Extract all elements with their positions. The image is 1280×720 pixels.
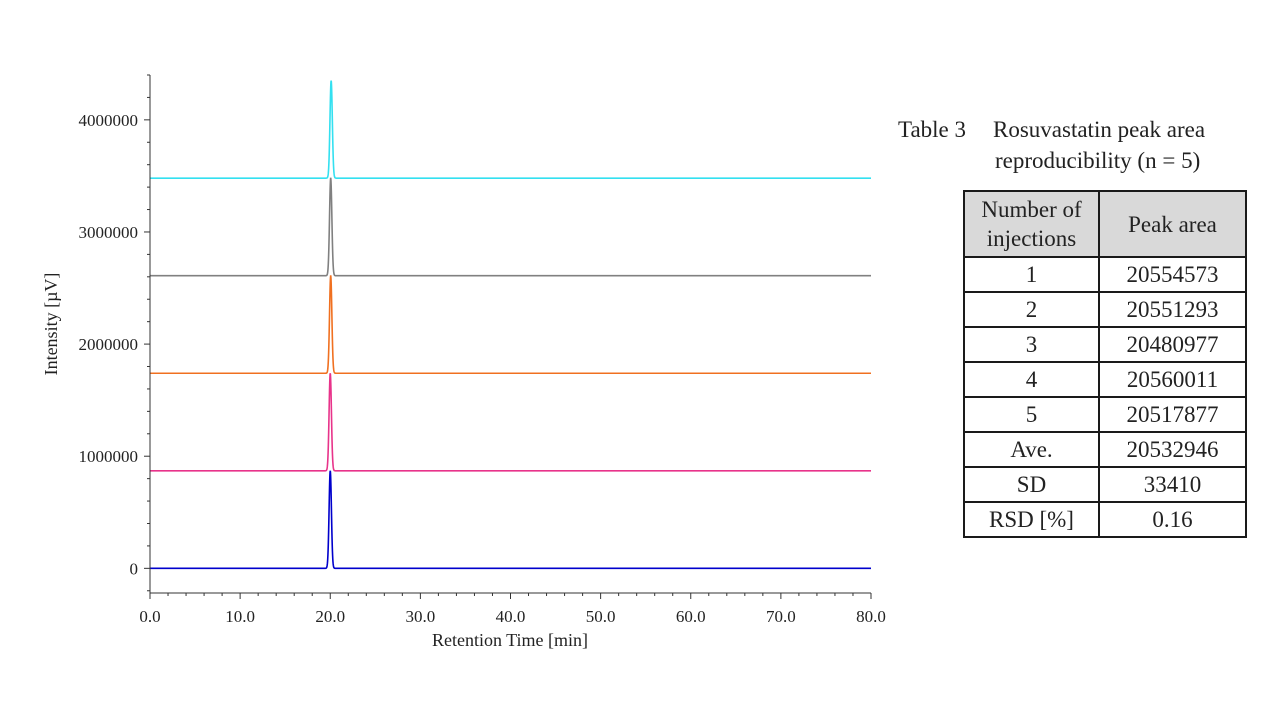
peak-area-cell: 20560011 [1098, 361, 1247, 398]
x-tick-label: 70.0 [766, 607, 796, 626]
header-peak-area: Peak area [1098, 190, 1247, 258]
series-line [150, 470, 871, 570]
table-row: 5 20517877 [963, 396, 1247, 433]
statistic-label-cell: Ave. [963, 431, 1100, 468]
x-tick-label: 80.0 [856, 607, 886, 626]
peak-area-cell: 20554573 [1098, 256, 1247, 293]
y-tick-label: 0 [130, 559, 139, 578]
y-tick-label: 4000000 [79, 111, 139, 130]
statistic-label-cell: SD [963, 466, 1100, 503]
peak-area-table: Number of injections Peak area 1 20554573… [963, 190, 1247, 538]
table-header-row: Number of injections Peak area [963, 190, 1247, 258]
series-line [150, 373, 871, 472]
statistic-value-cell: 20532946 [1098, 431, 1247, 468]
chromatogram-chart: 0.0 10.0 20.0 30.0 40.0 50.0 60.0 70.0 80.0 0 1000… [41, 74, 886, 650]
statistic-label-cell: RSD [%] [963, 501, 1100, 538]
x-tick-label: 0.0 [139, 607, 160, 626]
chromatogram-traces [150, 80, 871, 570]
table-row: Ave. 20532946 [963, 431, 1247, 468]
statistics-rows: Ave. 20532946 SD 33410 RSD [%] 0.16 [963, 431, 1247, 538]
injection-number-cell: 1 [963, 256, 1100, 293]
series-line [150, 275, 871, 375]
table-caption-number: Table 3 [898, 117, 967, 142]
x-tick-label: 50.0 [586, 607, 616, 626]
injection-number-cell: 4 [963, 361, 1100, 398]
injection-rows: 1 20554573 2 20551293 3 20480977 4 20560011 5 205… [963, 256, 1247, 433]
table-row: 2 20551293 [963, 291, 1247, 328]
peak-area-cell: 20480977 [1098, 326, 1247, 363]
x-tick-label: 30.0 [406, 607, 436, 626]
statistic-value-cell: 0.16 [1098, 501, 1247, 538]
y-tick-label: 3000000 [79, 223, 139, 242]
injection-number-cell: 5 [963, 396, 1100, 433]
series-line [150, 80, 871, 179]
peak-area-cell: 20517877 [1098, 396, 1247, 433]
chart-axes: 0.0 10.0 20.0 30.0 40.0 50.0 60.0 70.0 80.0 0 1000… [79, 74, 886, 626]
x-tick-label: 10.0 [225, 607, 255, 626]
injection-number-cell: 3 [963, 326, 1100, 363]
statistic-value-cell: 33410 [1098, 466, 1247, 503]
table-row: SD 33410 [963, 466, 1247, 503]
table-row: 1 20554573 [963, 256, 1247, 293]
injection-number-cell: 2 [963, 291, 1100, 328]
y-tick-label: 1000000 [79, 447, 139, 466]
table-row: 3 20480977 [963, 326, 1247, 363]
x-tick-label: 60.0 [676, 607, 706, 626]
table-caption-line1: Rosuvastatin peak area [993, 117, 1206, 142]
header-injections: Number of injections [963, 190, 1100, 258]
x-tick-label: 40.0 [496, 607, 526, 626]
table-row: RSD [%] 0.16 [963, 501, 1247, 538]
y-tick-label: 2000000 [79, 335, 139, 354]
peak-area-cell: 20551293 [1098, 291, 1247, 328]
x-tick-label: 20.0 [315, 607, 345, 626]
x-axis-title: Retention Time [min] [432, 630, 588, 650]
table-caption-line2: reproducibility (n = 5) [995, 148, 1201, 173]
table-caption: Table 3 Rosuvastatin peak area reproducib… [898, 114, 1268, 176]
series-line [150, 177, 871, 277]
y-axis-title: Intensity [µV] [41, 273, 61, 376]
table-row: 4 20560011 [963, 361, 1247, 398]
